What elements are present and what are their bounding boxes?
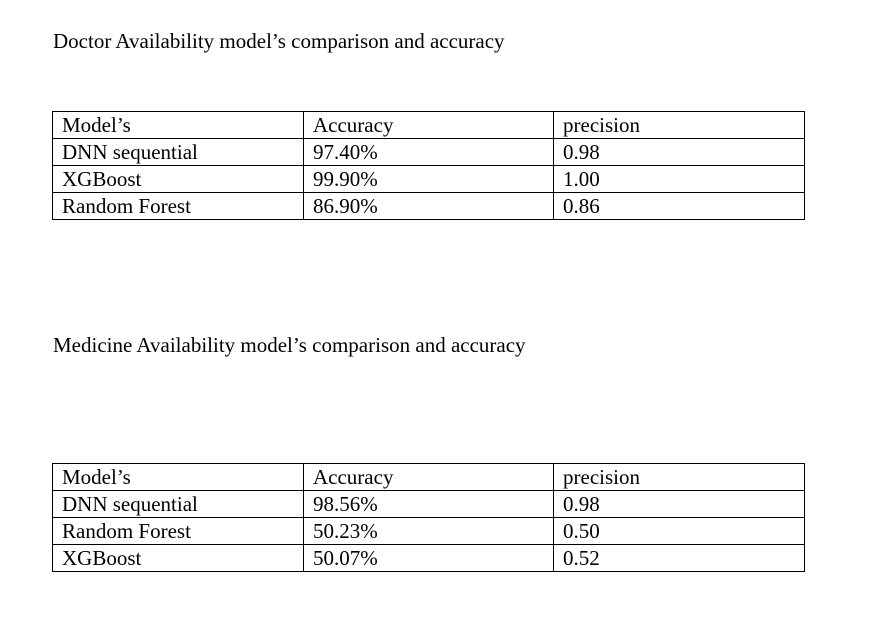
cell-precision: 0.98: [553, 138, 805, 166]
cell-model: XGBoost: [52, 165, 304, 193]
cell-precision: 0.52: [553, 544, 805, 572]
column-header-accuracy: Accuracy: [303, 463, 554, 491]
table-row: Random Forest 86.90% 0.86: [52, 192, 805, 220]
cell-model: DNN sequential: [52, 138, 304, 166]
table-row: Random Forest 50.23% 0.50: [52, 517, 805, 545]
column-header-model: Model’s: [52, 111, 304, 139]
table-row: XGBoost 50.07% 0.52: [52, 544, 805, 572]
column-header-accuracy: Accuracy: [303, 111, 554, 139]
cell-precision: 0.98: [553, 490, 805, 518]
cell-accuracy: 98.56%: [303, 490, 554, 518]
cell-model: DNN sequential: [52, 490, 304, 518]
cell-accuracy: 50.07%: [303, 544, 554, 572]
section-title: Doctor Availability model’s comparison a…: [53, 29, 505, 53]
cell-accuracy: 86.90%: [303, 192, 554, 220]
column-header-model: Model’s: [52, 463, 304, 491]
table-row: DNN sequential 97.40% 0.98: [52, 138, 805, 166]
cell-accuracy: 97.40%: [303, 138, 554, 166]
cell-model: Random Forest: [52, 192, 304, 220]
doctor-availability-table: Model’s Accuracy precision DNN sequentia…: [52, 111, 805, 220]
cell-precision: 0.86: [553, 192, 805, 220]
cell-accuracy: 50.23%: [303, 517, 554, 545]
column-header-precision: precision: [553, 463, 805, 491]
cell-model: XGBoost: [52, 544, 304, 572]
table-header-row: Model’s Accuracy precision: [52, 463, 805, 491]
medicine-availability-table: Model’s Accuracy precision DNN sequentia…: [52, 463, 805, 572]
table-header-row: Model’s Accuracy precision: [52, 111, 805, 139]
table-row: XGBoost 99.90% 1.00: [52, 165, 805, 193]
cell-precision: 0.50: [553, 517, 805, 545]
section-title: Medicine Availability model’s comparison…: [53, 333, 526, 357]
column-header-precision: precision: [553, 111, 805, 139]
cell-model: Random Forest: [52, 517, 304, 545]
cell-accuracy: 99.90%: [303, 165, 554, 193]
cell-precision: 1.00: [553, 165, 805, 193]
table-row: DNN sequential 98.56% 0.98: [52, 490, 805, 518]
